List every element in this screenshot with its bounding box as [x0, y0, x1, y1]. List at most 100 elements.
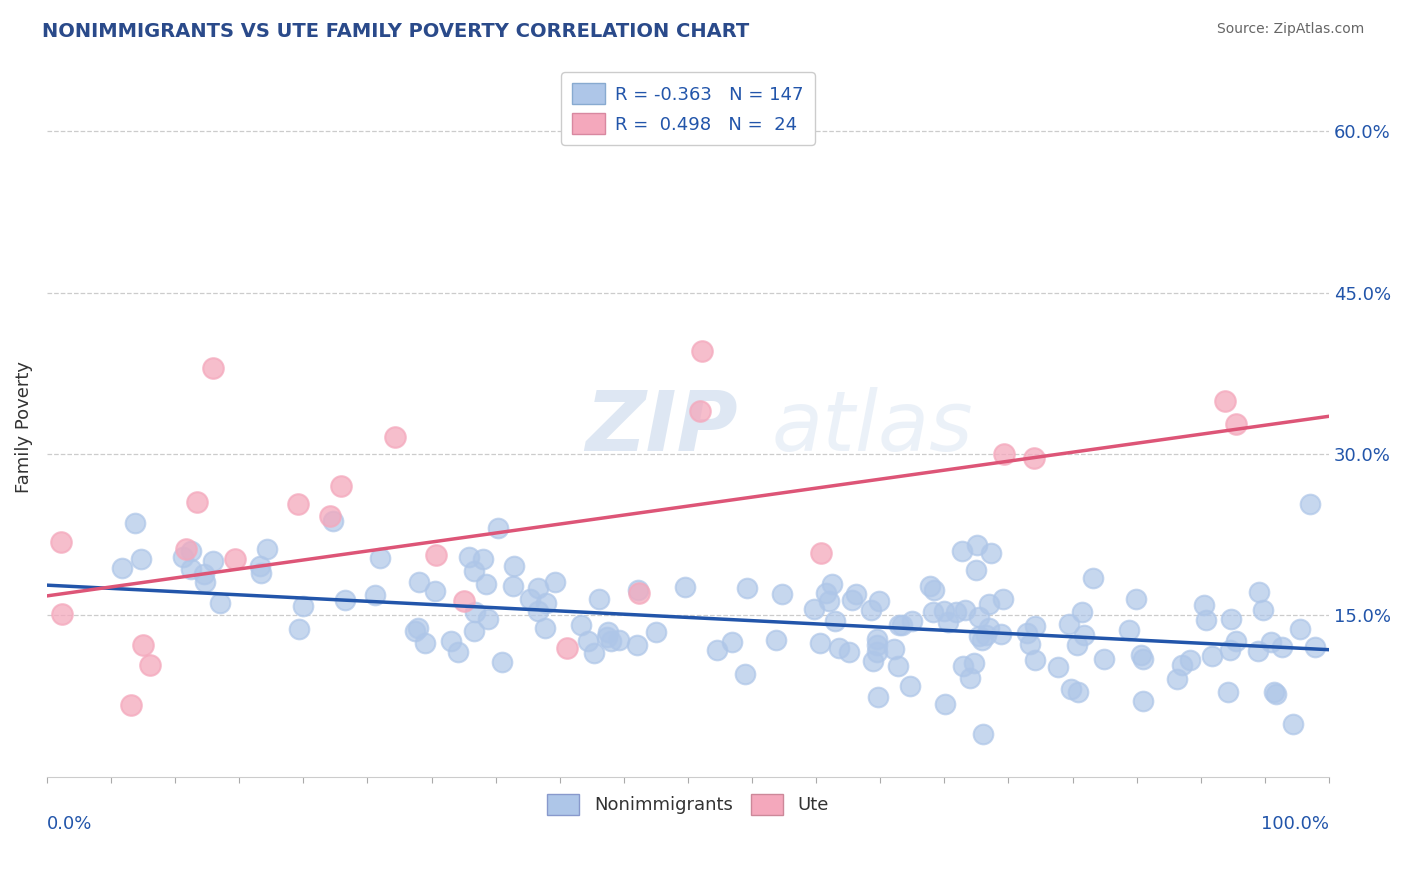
- Point: [936, 615, 959, 629]
- Point: [845, 587, 868, 601]
- Point: [962, 656, 984, 670]
- Point: [292, 599, 315, 613]
- Point: [249, 559, 271, 574]
- Point: [502, 558, 524, 573]
- Point: [922, 583, 945, 598]
- Point: [866, 690, 889, 705]
- Point: [1225, 417, 1247, 432]
- Point: [51, 607, 73, 621]
- Point: [208, 596, 231, 610]
- Point: [598, 624, 620, 639]
- Point: [883, 642, 905, 657]
- Point: [406, 621, 429, 635]
- Point: [1225, 634, 1247, 648]
- Point: [321, 514, 343, 528]
- Point: [706, 643, 728, 657]
- Point: [810, 546, 832, 560]
- Point: [828, 640, 851, 655]
- Point: [887, 618, 910, 632]
- Point: [1118, 624, 1140, 638]
- Point: [770, 587, 793, 601]
- Text: 100.0%: 100.0%: [1261, 815, 1329, 833]
- Point: [1303, 640, 1326, 654]
- Point: [675, 580, 697, 594]
- Point: [440, 633, 463, 648]
- Point: [404, 624, 426, 638]
- Text: Source: ZipAtlas.com: Source: ZipAtlas.com: [1216, 22, 1364, 37]
- Point: [803, 601, 825, 615]
- Point: [966, 538, 988, 552]
- Point: [868, 594, 890, 608]
- Point: [463, 624, 485, 639]
- Point: [49, 534, 72, 549]
- Point: [453, 593, 475, 607]
- Point: [477, 612, 499, 626]
- Point: [922, 606, 945, 620]
- Point: [627, 583, 650, 598]
- Point: [898, 679, 921, 693]
- Point: [866, 632, 889, 646]
- Point: [534, 596, 557, 610]
- Point: [1171, 657, 1194, 672]
- Point: [330, 478, 353, 492]
- Point: [1132, 694, 1154, 708]
- Point: [1195, 613, 1218, 627]
- Point: [475, 576, 498, 591]
- Point: [1218, 685, 1240, 699]
- Point: [1263, 685, 1285, 699]
- Point: [180, 544, 202, 558]
- Point: [458, 550, 481, 565]
- Point: [172, 550, 194, 565]
- Point: [194, 574, 217, 589]
- Point: [533, 621, 555, 635]
- Point: [841, 592, 863, 607]
- Point: [446, 644, 468, 658]
- Point: [527, 604, 550, 618]
- Point: [965, 564, 987, 578]
- Point: [423, 584, 446, 599]
- Point: [860, 603, 883, 617]
- Point: [901, 614, 924, 628]
- Point: [953, 603, 976, 617]
- Point: [120, 698, 142, 713]
- Point: [1071, 605, 1094, 619]
- Point: [967, 629, 990, 643]
- Point: [821, 577, 844, 591]
- Point: [193, 566, 215, 581]
- Point: [689, 403, 711, 417]
- Point: [124, 516, 146, 530]
- Point: [491, 655, 513, 669]
- Point: [596, 630, 619, 644]
- Point: [891, 618, 914, 632]
- Point: [967, 609, 990, 624]
- Text: NONIMMIGRANTS VS UTE FAMILY POVERTY CORRELATION CHART: NONIMMIGRANTS VS UTE FAMILY POVERTY CORR…: [42, 22, 749, 41]
- Text: atlas: atlas: [772, 386, 973, 467]
- Point: [364, 588, 387, 602]
- Point: [959, 671, 981, 685]
- Point: [288, 622, 311, 636]
- Point: [1081, 571, 1104, 585]
- Point: [413, 636, 436, 650]
- Point: [174, 542, 197, 557]
- Point: [838, 645, 860, 659]
- Point: [202, 554, 225, 568]
- Point: [384, 430, 406, 444]
- Point: [1166, 672, 1188, 686]
- Point: [464, 605, 486, 619]
- Point: [1192, 598, 1215, 612]
- Point: [735, 582, 758, 596]
- Text: 0.0%: 0.0%: [46, 815, 93, 833]
- Point: [1213, 393, 1236, 408]
- Point: [527, 582, 550, 596]
- Point: [502, 579, 524, 593]
- Point: [368, 551, 391, 566]
- Point: [824, 614, 846, 628]
- Point: [1246, 644, 1268, 658]
- Point: [1024, 451, 1046, 466]
- Point: [626, 638, 648, 652]
- Point: [519, 591, 541, 606]
- Point: [734, 667, 756, 681]
- Point: [970, 633, 993, 648]
- Point: [486, 520, 509, 534]
- Point: [1219, 643, 1241, 657]
